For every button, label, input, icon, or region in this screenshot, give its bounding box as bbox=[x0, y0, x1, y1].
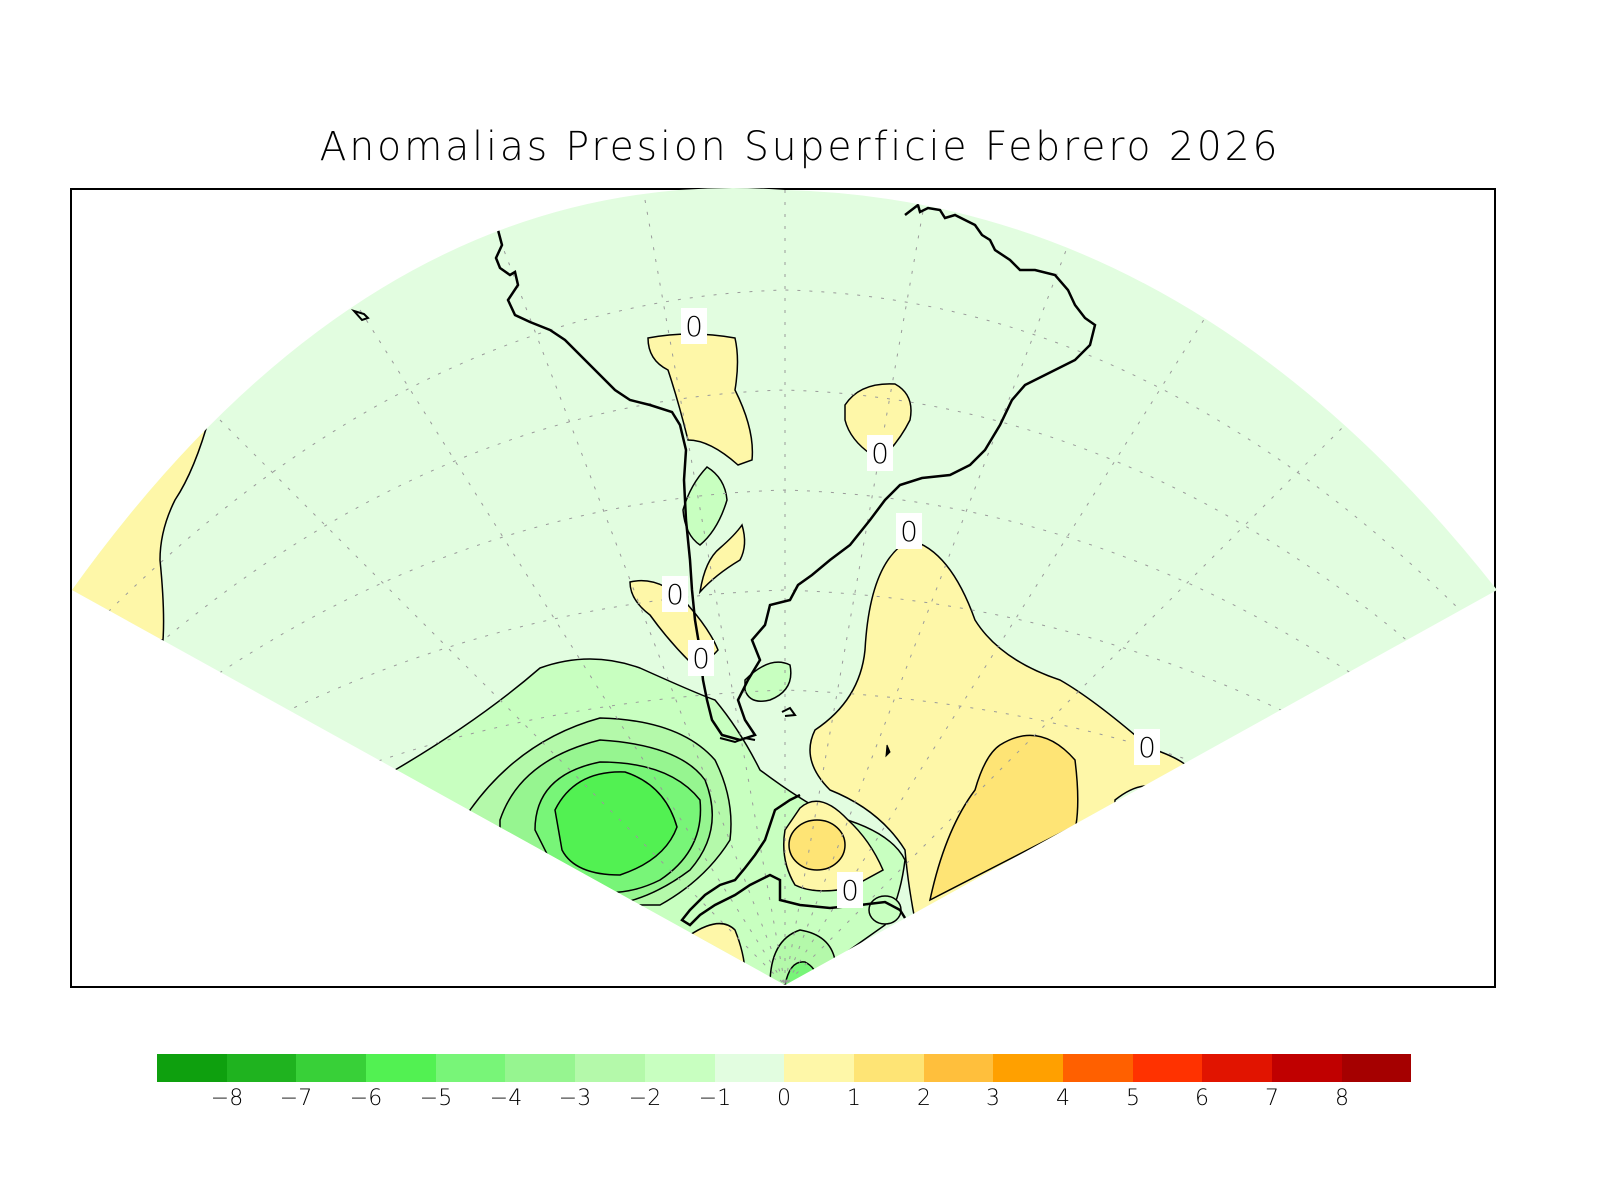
anomaly-south-pocket-minus bbox=[868, 895, 902, 925]
contour-label: 0 bbox=[685, 310, 703, 343]
colorbar-tick-label: 6 bbox=[1195, 1086, 1209, 1111]
colorbar-segment bbox=[1341, 1054, 1412, 1082]
colorbar-tick-label: 1 bbox=[847, 1086, 861, 1111]
colorbar-tick-label: −1 bbox=[698, 1086, 732, 1111]
anomaly-andes-plus1 bbox=[647, 333, 754, 466]
colorbar-segment bbox=[366, 1054, 436, 1082]
map-title: Anomalias Presion Superficie Febrero 202… bbox=[319, 124, 1281, 170]
colorbar-tick-label: −7 bbox=[279, 1086, 313, 1111]
colorbar-segment bbox=[505, 1054, 576, 1082]
anomaly-atlantic-plus2 bbox=[928, 734, 1079, 902]
coastline-south-america bbox=[494, 202, 1097, 742]
colorbar-segment bbox=[1062, 1054, 1133, 1082]
colorbar-segment bbox=[923, 1054, 994, 1082]
colorbar-tick-label: −8 bbox=[210, 1086, 244, 1111]
colorbar-tick-label: −6 bbox=[349, 1086, 383, 1111]
coastline-tierra-del-fuego bbox=[719, 706, 797, 744]
anomaly-brazil-plus1 bbox=[844, 383, 912, 456]
colorbar-tick-label: 2 bbox=[917, 1086, 931, 1111]
coastline-falklands bbox=[885, 744, 891, 758]
anomaly-pacific-minus5-center bbox=[554, 771, 678, 876]
coastline-antarctic-peninsula bbox=[680, 793, 907, 927]
contour-label: 0 bbox=[841, 874, 859, 907]
colorbar-tick-label: 0 bbox=[777, 1086, 791, 1111]
colorbar-segment bbox=[784, 1054, 854, 1082]
colorbar-segment bbox=[157, 1054, 227, 1082]
colorbar-tick-label: 8 bbox=[1335, 1086, 1349, 1111]
colorbar-tick-label: 3 bbox=[986, 1086, 1000, 1111]
colorbar-segment bbox=[644, 1054, 715, 1082]
contour-label: 0 bbox=[871, 437, 889, 470]
colorbar-segment bbox=[714, 1054, 785, 1082]
coastline-galapagos bbox=[350, 309, 370, 322]
colorbar-segment bbox=[993, 1054, 1063, 1082]
colorbar-segment bbox=[1272, 1054, 1342, 1082]
anomaly-andes-plus-tongue bbox=[698, 523, 746, 595]
colorbar bbox=[157, 1054, 1412, 1082]
colorbar-segment bbox=[226, 1054, 297, 1082]
contour-label: 0 bbox=[692, 642, 710, 675]
contour-labels: 0 0 0 0 0 0 0 bbox=[662, 308, 1160, 908]
colorbar-tick-label: −5 bbox=[419, 1086, 453, 1111]
colorbar-segment bbox=[853, 1054, 924, 1082]
colorbar-ticks: −8 −7 −6 −5 −4 −3 −2 −1 0 1 2 3 4 5 6 7 … bbox=[157, 1086, 1412, 1116]
contour-label: 0 bbox=[900, 515, 918, 548]
contour-label: 0 bbox=[1138, 731, 1156, 764]
contour-label: 0 bbox=[666, 578, 684, 611]
colorbar-tick-label: −4 bbox=[489, 1086, 523, 1111]
colorbar-tick-label: 4 bbox=[1056, 1086, 1070, 1111]
colorbar-segment bbox=[1132, 1054, 1203, 1082]
colorbar-segment bbox=[1202, 1054, 1272, 1082]
colorbar-tick-label: 5 bbox=[1126, 1086, 1140, 1111]
anomaly-drake-plus2 bbox=[788, 819, 846, 871]
colorbar-tick-label: −3 bbox=[558, 1086, 592, 1111]
graticule bbox=[99, 190, 1471, 985]
colorbar-segment bbox=[296, 1054, 367, 1082]
anomaly-west-positive bbox=[72, 412, 212, 641]
colorbar-segment bbox=[575, 1054, 645, 1082]
colorbar-segment bbox=[435, 1054, 506, 1082]
anomaly-andes-minus1 bbox=[682, 466, 728, 546]
colorbar-tick-label: 7 bbox=[1265, 1086, 1279, 1111]
colorbar-tick-label: −2 bbox=[628, 1086, 662, 1111]
